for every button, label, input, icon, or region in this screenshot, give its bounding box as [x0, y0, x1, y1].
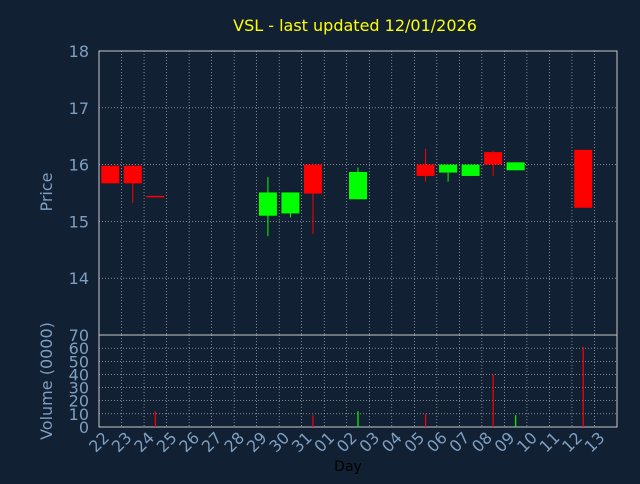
volume-tick-label: 60: [69, 339, 89, 358]
candle-body: [439, 164, 458, 173]
candle-body: [416, 164, 435, 176]
volume-tick-label: 20: [69, 392, 89, 411]
price-tick-label: 18: [69, 42, 89, 61]
volume-tick-label: 30: [69, 379, 89, 398]
candle-body: [506, 162, 525, 171]
volume-tick-label: 40: [69, 365, 89, 384]
candle-body: [281, 192, 300, 214]
candle-body: [349, 171, 367, 200]
candle-body: [146, 195, 165, 198]
candle-body: [303, 164, 322, 194]
candle-body: [101, 165, 120, 184]
volume-tick-label: 10: [69, 405, 89, 424]
price-tick-label: 15: [69, 212, 89, 231]
price-axis-label: Price: [37, 172, 56, 211]
volume-axis-label: Volume (0000): [37, 322, 56, 440]
price-panel: 18 17 16 15 14: [69, 42, 618, 336]
candle-body: [484, 152, 503, 165]
candle-body: [461, 164, 480, 176]
day-axis-label: Day: [334, 459, 362, 475]
chart-title: VSL - last updated 12/01/2026: [233, 16, 477, 35]
price-tick-label: 16: [69, 156, 89, 175]
candle-body: [258, 192, 277, 216]
candle-body: [123, 165, 142, 184]
volume-tick-label: 0: [79, 418, 89, 437]
price-tick-label: 17: [69, 99, 89, 118]
price-tick-label: 14: [69, 269, 89, 288]
candle-body: [574, 149, 593, 208]
volume-tick-label: 50: [69, 352, 89, 371]
volume-tick-label: 70: [69, 326, 89, 345]
